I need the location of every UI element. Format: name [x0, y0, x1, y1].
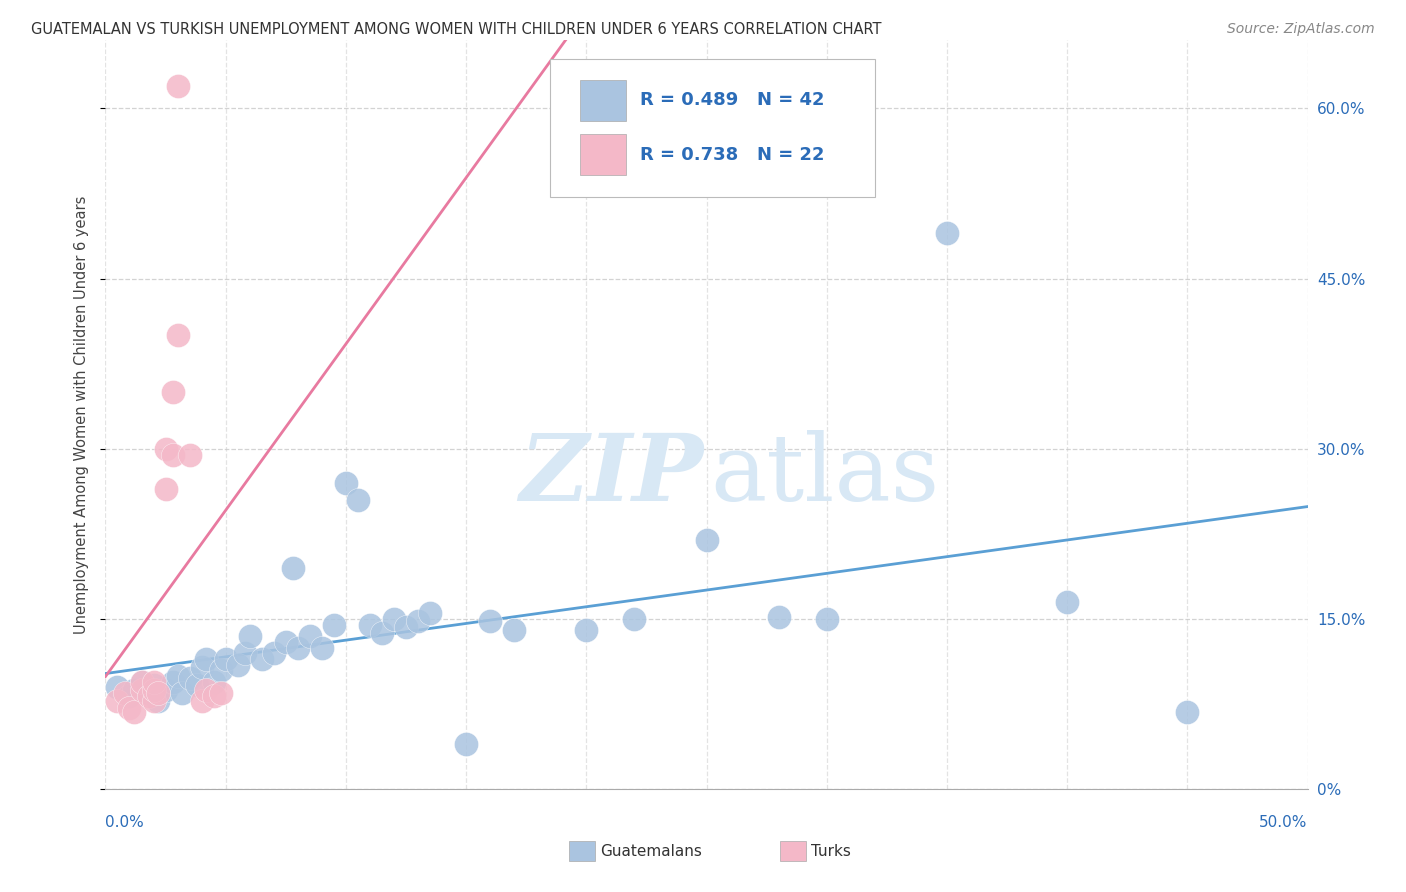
Point [142, 682, 165, 697]
Point [186, 678, 208, 692]
Point [166, 78, 188, 93]
Point [815, 612, 838, 626]
Point [155, 482, 177, 496]
Text: R = 0.738   N = 22: R = 0.738 N = 22 [640, 145, 825, 164]
Text: atlas: atlas [710, 430, 939, 520]
Point [287, 640, 309, 655]
Point [347, 492, 370, 507]
Point [195, 682, 218, 697]
Point [479, 615, 502, 629]
Point [155, 442, 177, 456]
FancyBboxPatch shape [581, 80, 626, 121]
FancyBboxPatch shape [550, 59, 875, 197]
Point [179, 671, 201, 685]
Point [1056, 595, 1078, 609]
Point [131, 674, 153, 689]
Point [142, 678, 165, 692]
Point [190, 660, 212, 674]
Point [155, 682, 177, 697]
Point [936, 226, 959, 240]
Point [162, 385, 184, 400]
Point [209, 686, 232, 700]
Point [142, 694, 165, 708]
Text: 50.0%: 50.0% [1260, 815, 1308, 830]
Point [172, 686, 194, 700]
Point [148, 686, 170, 700]
Point [179, 448, 201, 462]
Point [335, 475, 357, 490]
Point [281, 561, 304, 575]
Point [274, 635, 297, 649]
Point [124, 682, 146, 697]
Point [454, 737, 477, 751]
Point [768, 610, 790, 624]
Point [142, 674, 165, 689]
Point [1175, 705, 1198, 719]
Point [239, 629, 262, 643]
Point [406, 615, 429, 629]
Point [696, 533, 718, 547]
Point [162, 448, 184, 462]
Text: Turks: Turks [811, 845, 851, 859]
Point [233, 646, 256, 660]
Text: R = 0.489   N = 42: R = 0.489 N = 42 [640, 91, 825, 109]
Point [114, 686, 136, 700]
Point [202, 690, 225, 704]
Point [148, 694, 170, 708]
Point [138, 686, 160, 700]
FancyBboxPatch shape [581, 134, 626, 175]
Point [263, 646, 285, 660]
Point [311, 640, 333, 655]
Point [503, 624, 526, 638]
Point [118, 700, 141, 714]
Text: Guatemalans: Guatemalans [600, 845, 702, 859]
Point [359, 617, 381, 632]
Point [138, 690, 160, 704]
Point [209, 663, 232, 677]
Point [131, 682, 153, 697]
Point [124, 705, 146, 719]
Point [166, 328, 188, 343]
Point [107, 680, 129, 694]
Point [226, 657, 249, 672]
Point [190, 694, 212, 708]
Point [371, 625, 394, 640]
Point [382, 612, 405, 626]
Text: 0.0%: 0.0% [105, 815, 145, 830]
Point [166, 669, 188, 683]
Point [322, 617, 344, 632]
Point [131, 674, 153, 689]
Point [395, 620, 418, 634]
Point [575, 624, 598, 638]
Point [623, 612, 645, 626]
Point [162, 674, 184, 689]
Point [118, 690, 141, 704]
Point [419, 607, 441, 621]
Point [214, 652, 236, 666]
Text: GUATEMALAN VS TURKISH UNEMPLOYMENT AMONG WOMEN WITH CHILDREN UNDER 6 YEARS CORRE: GUATEMALAN VS TURKISH UNEMPLOYMENT AMONG… [31, 22, 882, 37]
Point [298, 629, 321, 643]
Text: ZIP: ZIP [519, 430, 703, 520]
Point [195, 652, 218, 666]
Text: Source: ZipAtlas.com: Source: ZipAtlas.com [1227, 22, 1375, 37]
Point [250, 652, 273, 666]
Y-axis label: Unemployment Among Women with Children Under 6 years: Unemployment Among Women with Children U… [75, 195, 90, 634]
Point [107, 694, 129, 708]
Point [202, 674, 225, 689]
